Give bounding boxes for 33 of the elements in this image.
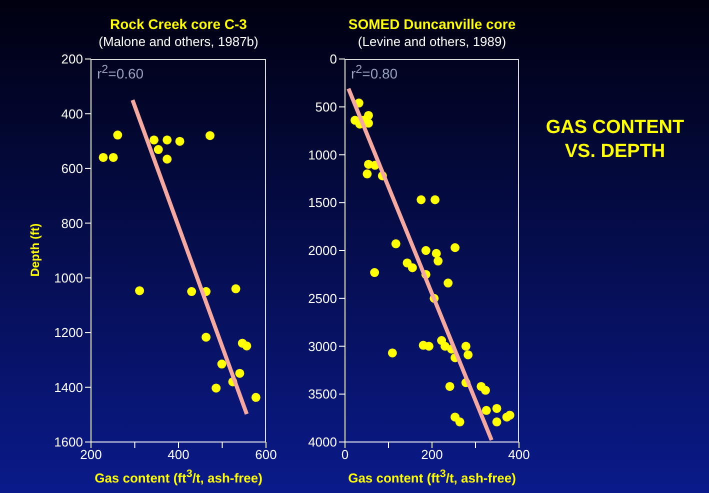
y-tick-label: 1600 [54,434,83,450]
x-tick-label: 400 [168,447,190,462]
x-tick-label: 0 [341,447,349,462]
y-tick-label: 600 [61,161,83,176]
y-tick-label: 3000 [308,338,337,354]
y-tick-label: 400 [61,106,83,122]
y-tick-label: 3500 [308,386,337,402]
chart-title: SOMED Duncanville core [347,16,517,32]
text: GAS CONTENT VS. DEPTH [544,116,686,164]
y-tick-label: 800 [61,216,83,231]
chart-subtitle: (Malone and others, 1987b) [98,34,260,49]
chart-title: Rock Creek core C-3 [109,16,248,32]
y-tick-label: 4000 [308,434,337,450]
y-tick-label: 0 [330,52,337,67]
y-tick-label: 1400 [54,380,83,395]
x-axis-title: Gas content (ft$^{3}$/t, ash-free) [347,468,517,486]
y-tick-label: 2000 [308,243,337,258]
y-tick-label: 1000 [308,147,337,162]
x-tick-label: 600 [255,447,277,462]
annotation: r$^{2}$=0.80 [351,63,398,82]
y-axis-title: Depth (ft) [28,222,42,278]
y-tick-label: 1200 [54,325,83,340]
x-axis-title: Gas content (ft$^{3}$/t, ash-free) [94,468,264,486]
y-tick-label: 2500 [308,290,337,306]
annotation: r$^{2}$=0.60 [97,63,144,82]
y-tick-label: 1500 [308,195,337,210]
chart-subtitle: (Levine and others, 1989) [356,34,508,49]
x-tick-label: 200 [421,447,443,462]
y-tick-label: 1000 [54,270,83,286]
x-tick-label: 400 [508,447,530,462]
y-tick-label: 500 [315,99,337,114]
x-tick-label: 200 [80,447,102,462]
y-tick-label: 200 [61,52,83,67]
